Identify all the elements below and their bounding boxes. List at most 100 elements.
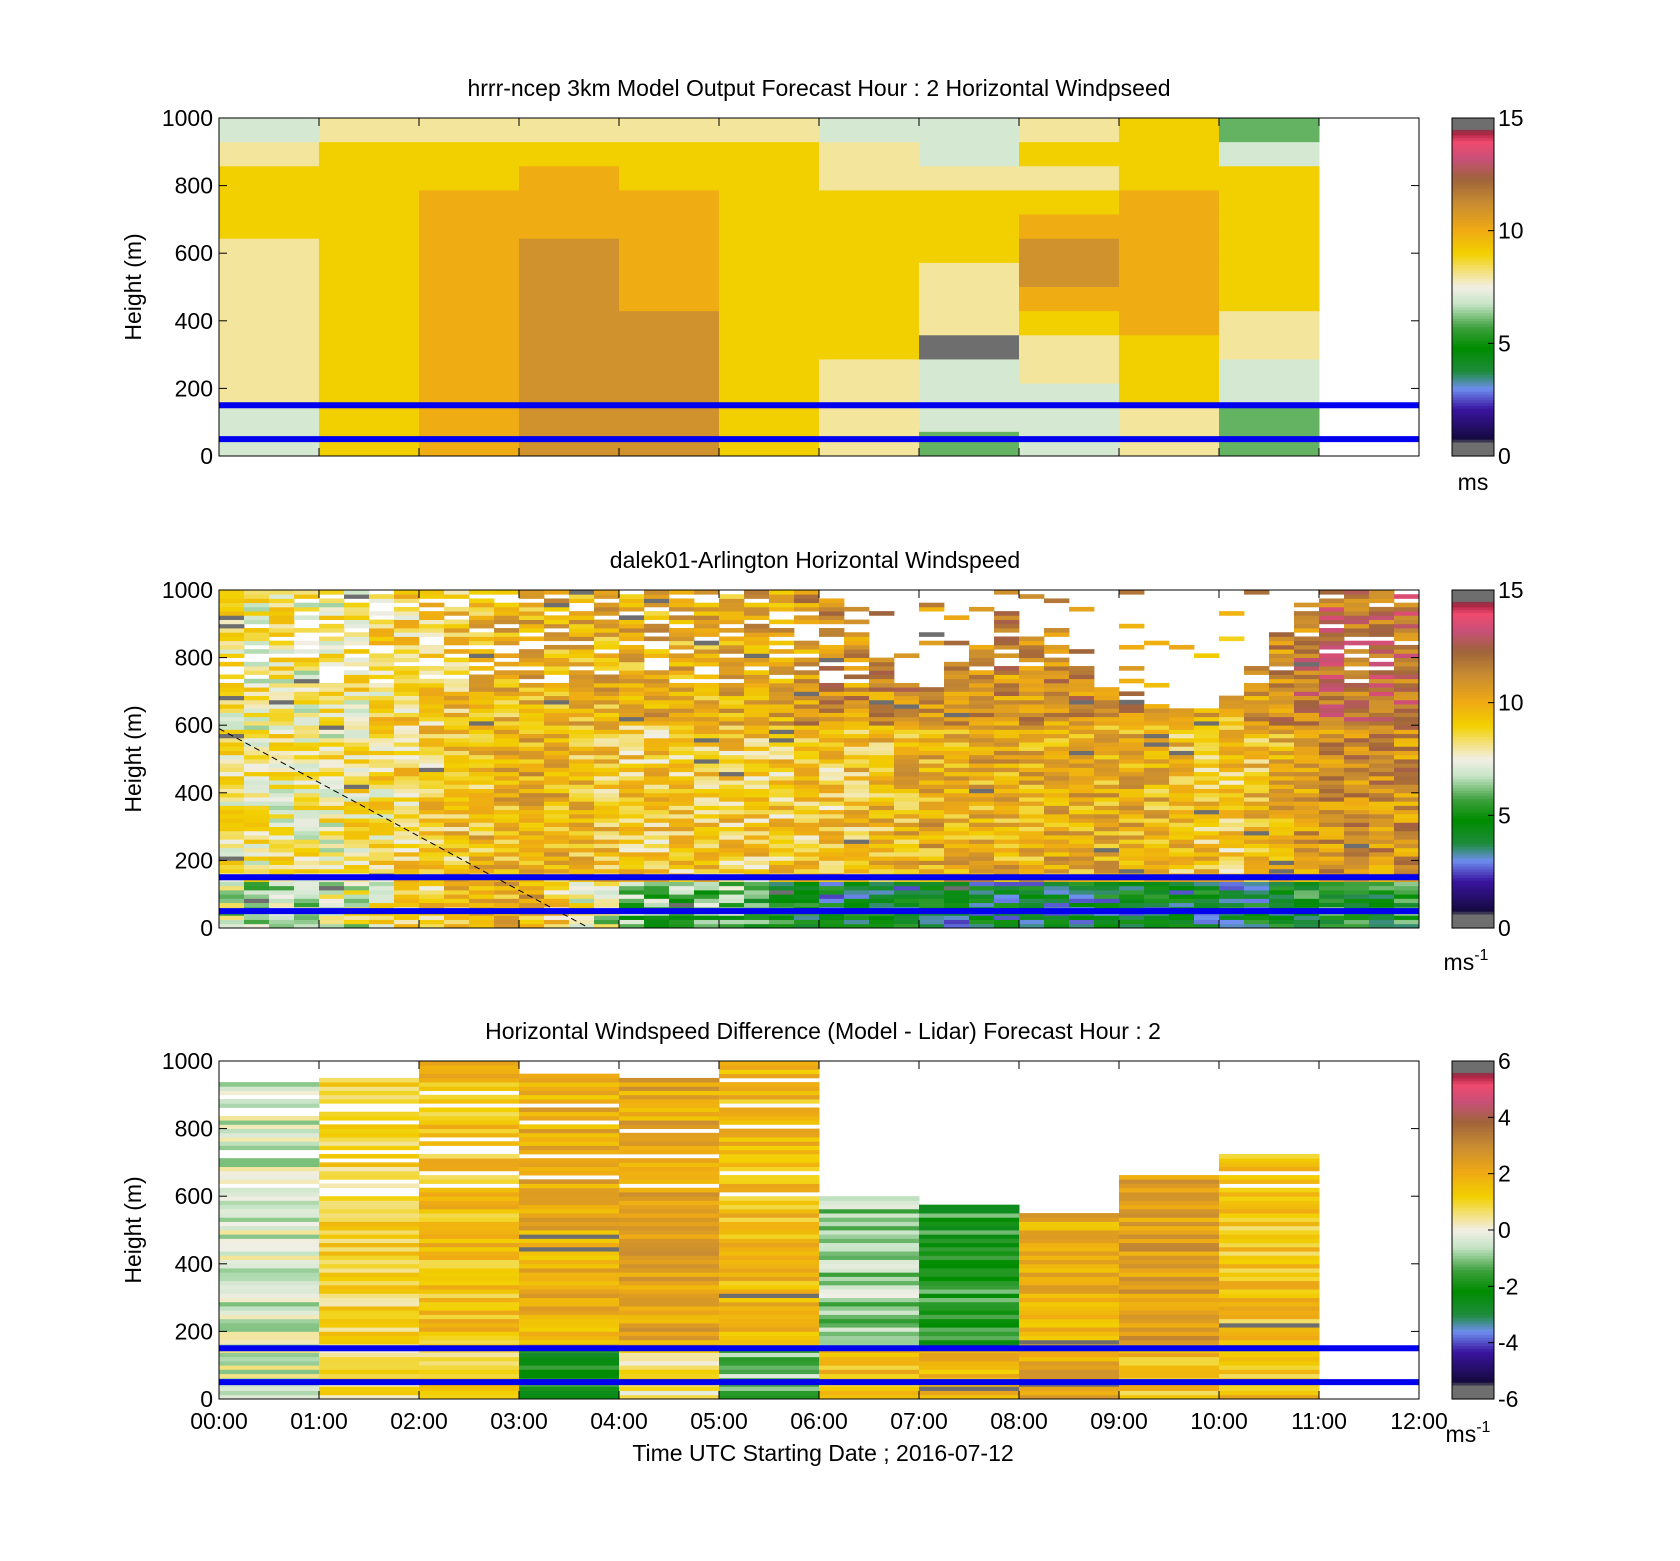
lidar-cell	[419, 691, 445, 697]
lidar-cell	[1169, 801, 1195, 806]
lidar-cell	[694, 771, 720, 777]
lidar-cell	[544, 915, 570, 920]
lidar-cell	[919, 797, 945, 802]
lidar-cell	[644, 868, 670, 874]
lidar-cell	[469, 919, 495, 925]
lidar-cell	[1319, 691, 1345, 697]
lidar-cell	[794, 606, 820, 612]
lidar-cell	[394, 813, 420, 819]
difference-cell	[219, 1301, 320, 1307]
lidar-cell	[694, 902, 720, 908]
lidar-cell	[1394, 864, 1419, 870]
lidar-cell	[819, 784, 845, 789]
difference-cell	[519, 1263, 620, 1269]
lidar-cell	[444, 733, 470, 739]
colorbar-swatch	[1452, 1255, 1494, 1259]
difference-cell	[619, 1331, 720, 1337]
lidar-cell	[569, 889, 595, 895]
lidar-cell	[994, 691, 1020, 697]
lidar-cell	[544, 780, 570, 785]
lidar-cell	[869, 750, 895, 756]
lidar-cell	[844, 843, 870, 849]
colorbar-swatch	[1452, 1179, 1494, 1183]
lidar-cell	[219, 704, 245, 709]
lidar-cell	[1394, 666, 1419, 671]
lidar-cell	[1369, 750, 1395, 756]
colorbar-swatch	[1452, 191, 1494, 195]
difference-cell	[519, 1145, 620, 1151]
lidar-cell	[869, 860, 895, 866]
lidar-cell	[919, 822, 945, 827]
colorbar-swatch	[1452, 129, 1494, 133]
lidar-cell	[1044, 818, 1070, 823]
difference-cell	[519, 1082, 620, 1087]
lidar-cell	[494, 851, 520, 857]
lidar-cell	[719, 881, 745, 887]
difference-cell	[1019, 1225, 1120, 1231]
difference-cell	[819, 1196, 920, 1201]
lidar-cell	[1394, 885, 1419, 891]
lidar-cell	[619, 919, 645, 925]
colorbar-swatch	[1452, 444, 1494, 449]
lidar-cell	[1119, 691, 1145, 697]
difference-cell	[519, 1352, 620, 1358]
difference-cell	[1219, 1221, 1320, 1227]
lidar-cell	[1144, 860, 1170, 866]
lidar-cell	[269, 754, 295, 760]
difference-cell	[1019, 1293, 1120, 1298]
lidar-cell	[644, 923, 670, 928]
lidar-cell	[744, 767, 770, 773]
lidar-cell	[694, 780, 720, 785]
lidar-cell	[894, 847, 920, 853]
lidar-cell	[369, 847, 395, 853]
lidar-cell	[469, 674, 495, 680]
difference-cell	[419, 1221, 520, 1227]
lidar-cell	[794, 818, 820, 823]
difference-cell	[1119, 1293, 1220, 1298]
colorbar-swatch	[1452, 708, 1494, 712]
colorbar-swatch	[1452, 1362, 1494, 1366]
difference-cell	[819, 1352, 920, 1358]
lidar-cell	[1094, 733, 1120, 739]
lidar-cell	[519, 771, 545, 777]
lidar-cell	[419, 628, 445, 633]
lidar-cell	[794, 792, 820, 798]
lidar-cell	[469, 813, 495, 819]
difference-cell	[719, 1306, 820, 1311]
difference-cell	[719, 1289, 820, 1294]
lidar-cell	[494, 923, 520, 928]
lidar-cell	[1394, 649, 1419, 654]
difference-cell	[519, 1259, 620, 1265]
difference-cell	[619, 1242, 720, 1248]
lidar-cell	[1369, 754, 1395, 760]
lidar-cell	[769, 678, 795, 684]
lidar-cell	[619, 708, 645, 713]
lidar-cell	[569, 822, 595, 827]
lidar-cell	[644, 598, 670, 604]
lidar-cell	[869, 784, 895, 789]
difference-cell	[419, 1394, 520, 1399]
lidar-cell	[294, 919, 320, 925]
lidar-cell	[819, 632, 845, 637]
difference-cell	[419, 1234, 520, 1239]
lidar-cell	[369, 653, 395, 658]
lidar-cell	[519, 725, 545, 730]
lidar-cell	[419, 712, 445, 718]
lidar-cell	[1044, 699, 1070, 705]
lidar-cell	[544, 813, 570, 819]
lidar-cell	[294, 628, 320, 633]
lidar-cell	[819, 898, 845, 904]
lidar-cell	[1094, 754, 1120, 760]
difference-cell	[419, 1301, 520, 1307]
difference-cell	[419, 1141, 520, 1146]
lidar-cell	[819, 805, 845, 811]
lidar-cell	[1194, 881, 1220, 887]
lidar-cell	[994, 682, 1020, 688]
lidar-cell	[519, 623, 545, 629]
lidar-cell	[419, 822, 445, 827]
lidar-cell	[469, 835, 495, 840]
lidar-cell	[394, 632, 420, 637]
lidar-cell	[769, 923, 795, 928]
model-cell	[619, 262, 720, 288]
colorbar-swatch	[1452, 1213, 1494, 1217]
